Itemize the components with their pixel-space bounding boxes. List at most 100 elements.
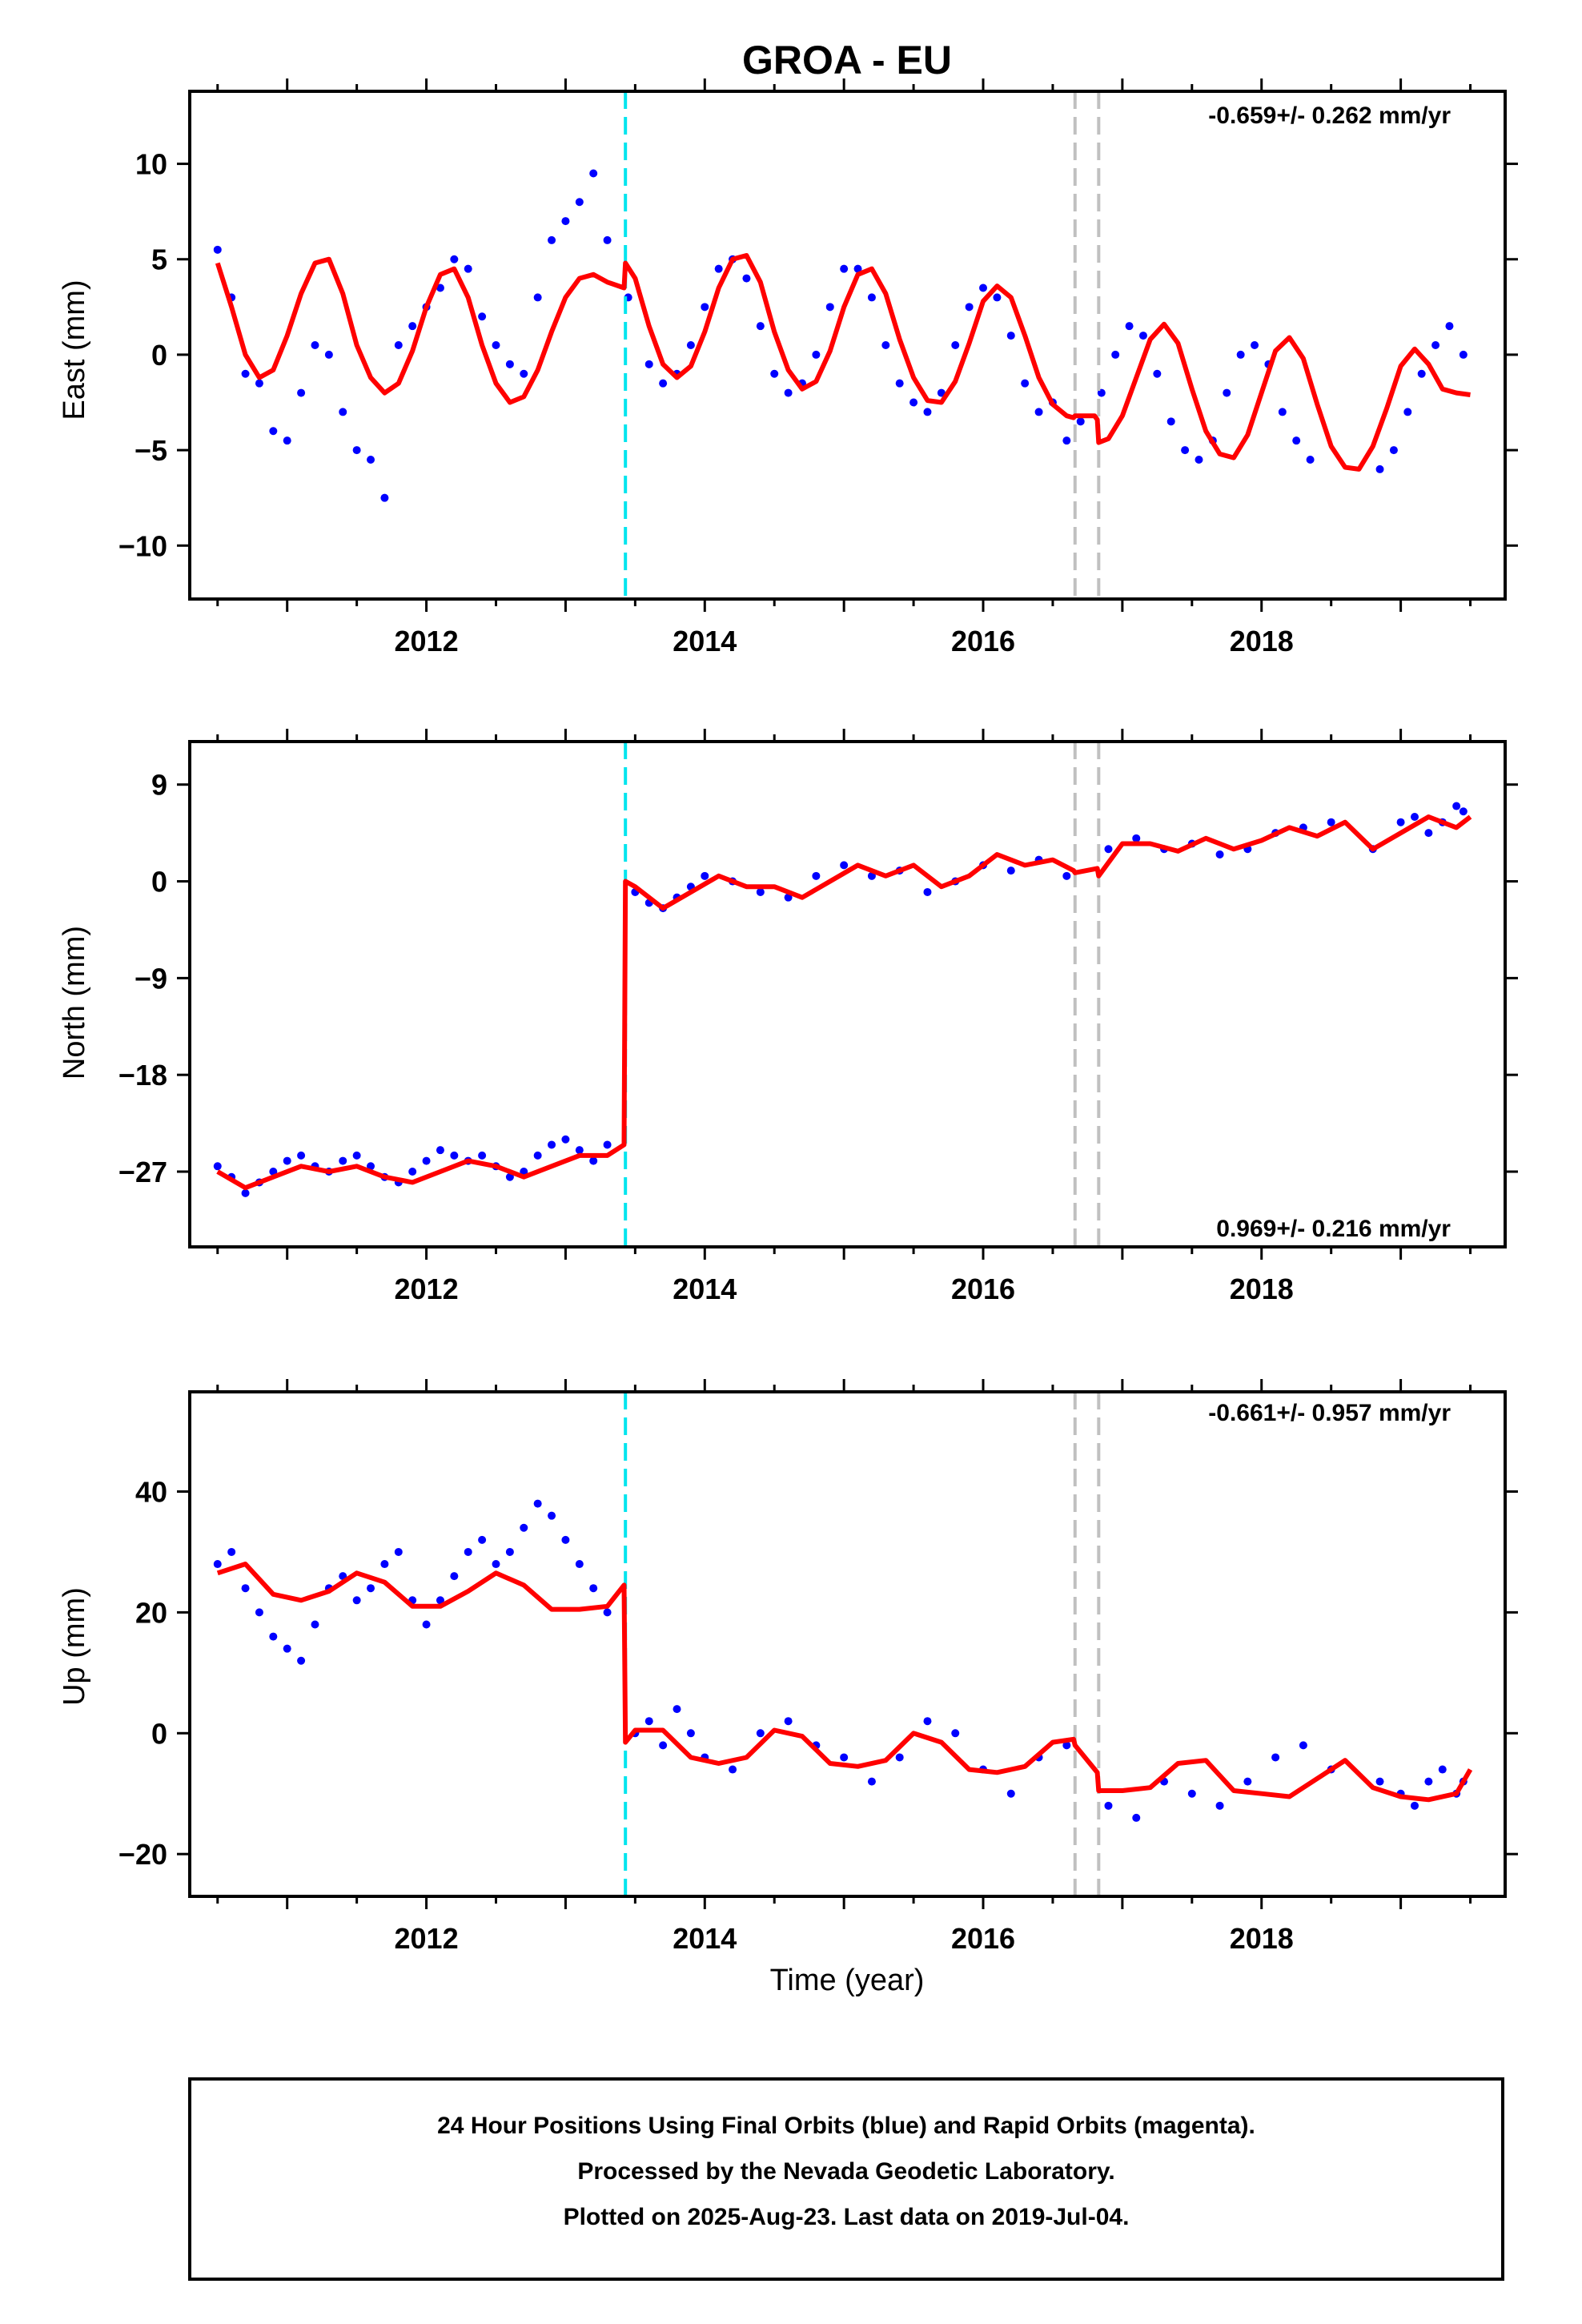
data-point	[979, 283, 988, 292]
y-tick-label: 5	[151, 243, 167, 276]
data-point	[575, 1560, 584, 1569]
chart-title: GROA - EU	[742, 38, 952, 82]
data-point	[1034, 408, 1043, 416]
data-point	[561, 1135, 570, 1144]
data-point	[1306, 456, 1315, 464]
data-point	[436, 283, 444, 292]
data-point	[436, 1146, 444, 1155]
up-frame	[188, 1390, 1507, 1898]
data-point	[548, 1511, 556, 1520]
data-point	[1389, 446, 1398, 455]
data-point	[756, 887, 765, 896]
data-point	[1417, 369, 1426, 378]
data-point	[701, 871, 709, 880]
data-point	[1236, 350, 1245, 359]
data-point	[505, 1547, 514, 1556]
data-point	[951, 1729, 960, 1738]
data-point	[603, 235, 612, 244]
x-tick-label: 2018	[1230, 625, 1294, 657]
data-point	[644, 360, 653, 368]
x-tick-label: 2018	[1230, 1922, 1294, 1955]
data-point	[213, 1560, 222, 1569]
data-point	[283, 436, 291, 445]
data-point	[1132, 1813, 1141, 1822]
data-point	[1375, 464, 1384, 473]
data-point	[1424, 829, 1433, 838]
data-point	[478, 312, 487, 321]
data-point	[840, 861, 849, 870]
data-point	[673, 1705, 681, 1714]
data-point	[213, 245, 222, 254]
data-point	[1104, 1801, 1113, 1810]
data-point	[339, 1156, 347, 1165]
x-tick-label: 2012	[395, 625, 459, 657]
data-point	[213, 1162, 222, 1171]
y-tick-label: 0	[151, 339, 167, 372]
y-tick-label: 40	[135, 1475, 167, 1508]
data-point	[1195, 456, 1203, 464]
data-point	[408, 322, 417, 331]
data-point	[241, 1584, 250, 1593]
data-point	[1006, 866, 1015, 875]
model-line	[216, 1562, 1473, 1803]
x-tick-label: 2014	[673, 1922, 737, 1955]
data-point	[450, 1151, 459, 1160]
x-tick-label: 2012	[395, 1922, 459, 1955]
data-point	[1166, 417, 1175, 426]
data-point	[1062, 871, 1071, 880]
data-point	[909, 398, 918, 407]
data-point	[520, 1523, 528, 1532]
data-point	[505, 1172, 514, 1181]
data-point	[589, 1584, 598, 1593]
data-point	[1299, 1741, 1307, 1750]
y-tick-label: −27	[118, 1156, 167, 1188]
footer-box: 24 Hour Positions Using Final Orbits (bl…	[188, 2077, 1504, 2281]
data-point	[742, 274, 751, 283]
footer-line-2: Processed by the Nevada Geodetic Laborat…	[577, 2158, 1114, 2185]
data-point	[881, 341, 890, 349]
north-frame	[188, 740, 1507, 1248]
data-point	[464, 264, 472, 273]
data-point	[825, 303, 834, 312]
up-plot-area	[213, 1392, 1473, 1896]
data-point	[993, 293, 1002, 302]
data-point	[1021, 379, 1030, 388]
data-point	[492, 341, 500, 349]
data-point	[1438, 1765, 1447, 1774]
y-tick-label: −18	[118, 1059, 167, 1092]
up-xlabel: Time (year)	[770, 1964, 925, 1997]
data-point	[644, 1717, 653, 1726]
data-point	[965, 303, 974, 312]
data-point	[450, 1572, 459, 1581]
data-point	[352, 1596, 361, 1605]
data-point	[1111, 350, 1120, 359]
data-point	[1424, 1777, 1433, 1786]
data-point	[408, 1168, 417, 1176]
data-point	[589, 1156, 598, 1165]
data-point	[464, 1547, 472, 1556]
y-tick-label: 20	[135, 1596, 167, 1629]
data-point	[520, 369, 528, 378]
y-tick-label: −10	[118, 529, 167, 562]
data-point	[255, 1608, 263, 1617]
x-tick-label: 2012	[395, 1273, 459, 1305]
up-rate-label: -0.661+/- 0.957 mm/yr	[1208, 1400, 1451, 1426]
footer-line-1: 24 Hour Positions Using Final Orbits (bl…	[437, 2113, 1255, 2139]
data-point	[533, 1151, 542, 1160]
data-point	[659, 379, 668, 388]
data-point	[533, 293, 542, 302]
data-point	[1292, 436, 1301, 445]
data-point	[812, 350, 821, 359]
east-plot-area	[213, 91, 1471, 599]
data-point	[241, 369, 250, 378]
north-plot-area	[213, 742, 1472, 1247]
x-tick-label: 2016	[951, 1922, 1015, 1955]
data-point	[478, 1535, 487, 1544]
y-tick-label: 0	[151, 866, 167, 899]
data-point	[227, 1547, 236, 1556]
data-point	[1138, 332, 1147, 340]
data-point	[867, 1777, 876, 1786]
data-point	[492, 1560, 500, 1569]
data-point	[1153, 369, 1162, 378]
